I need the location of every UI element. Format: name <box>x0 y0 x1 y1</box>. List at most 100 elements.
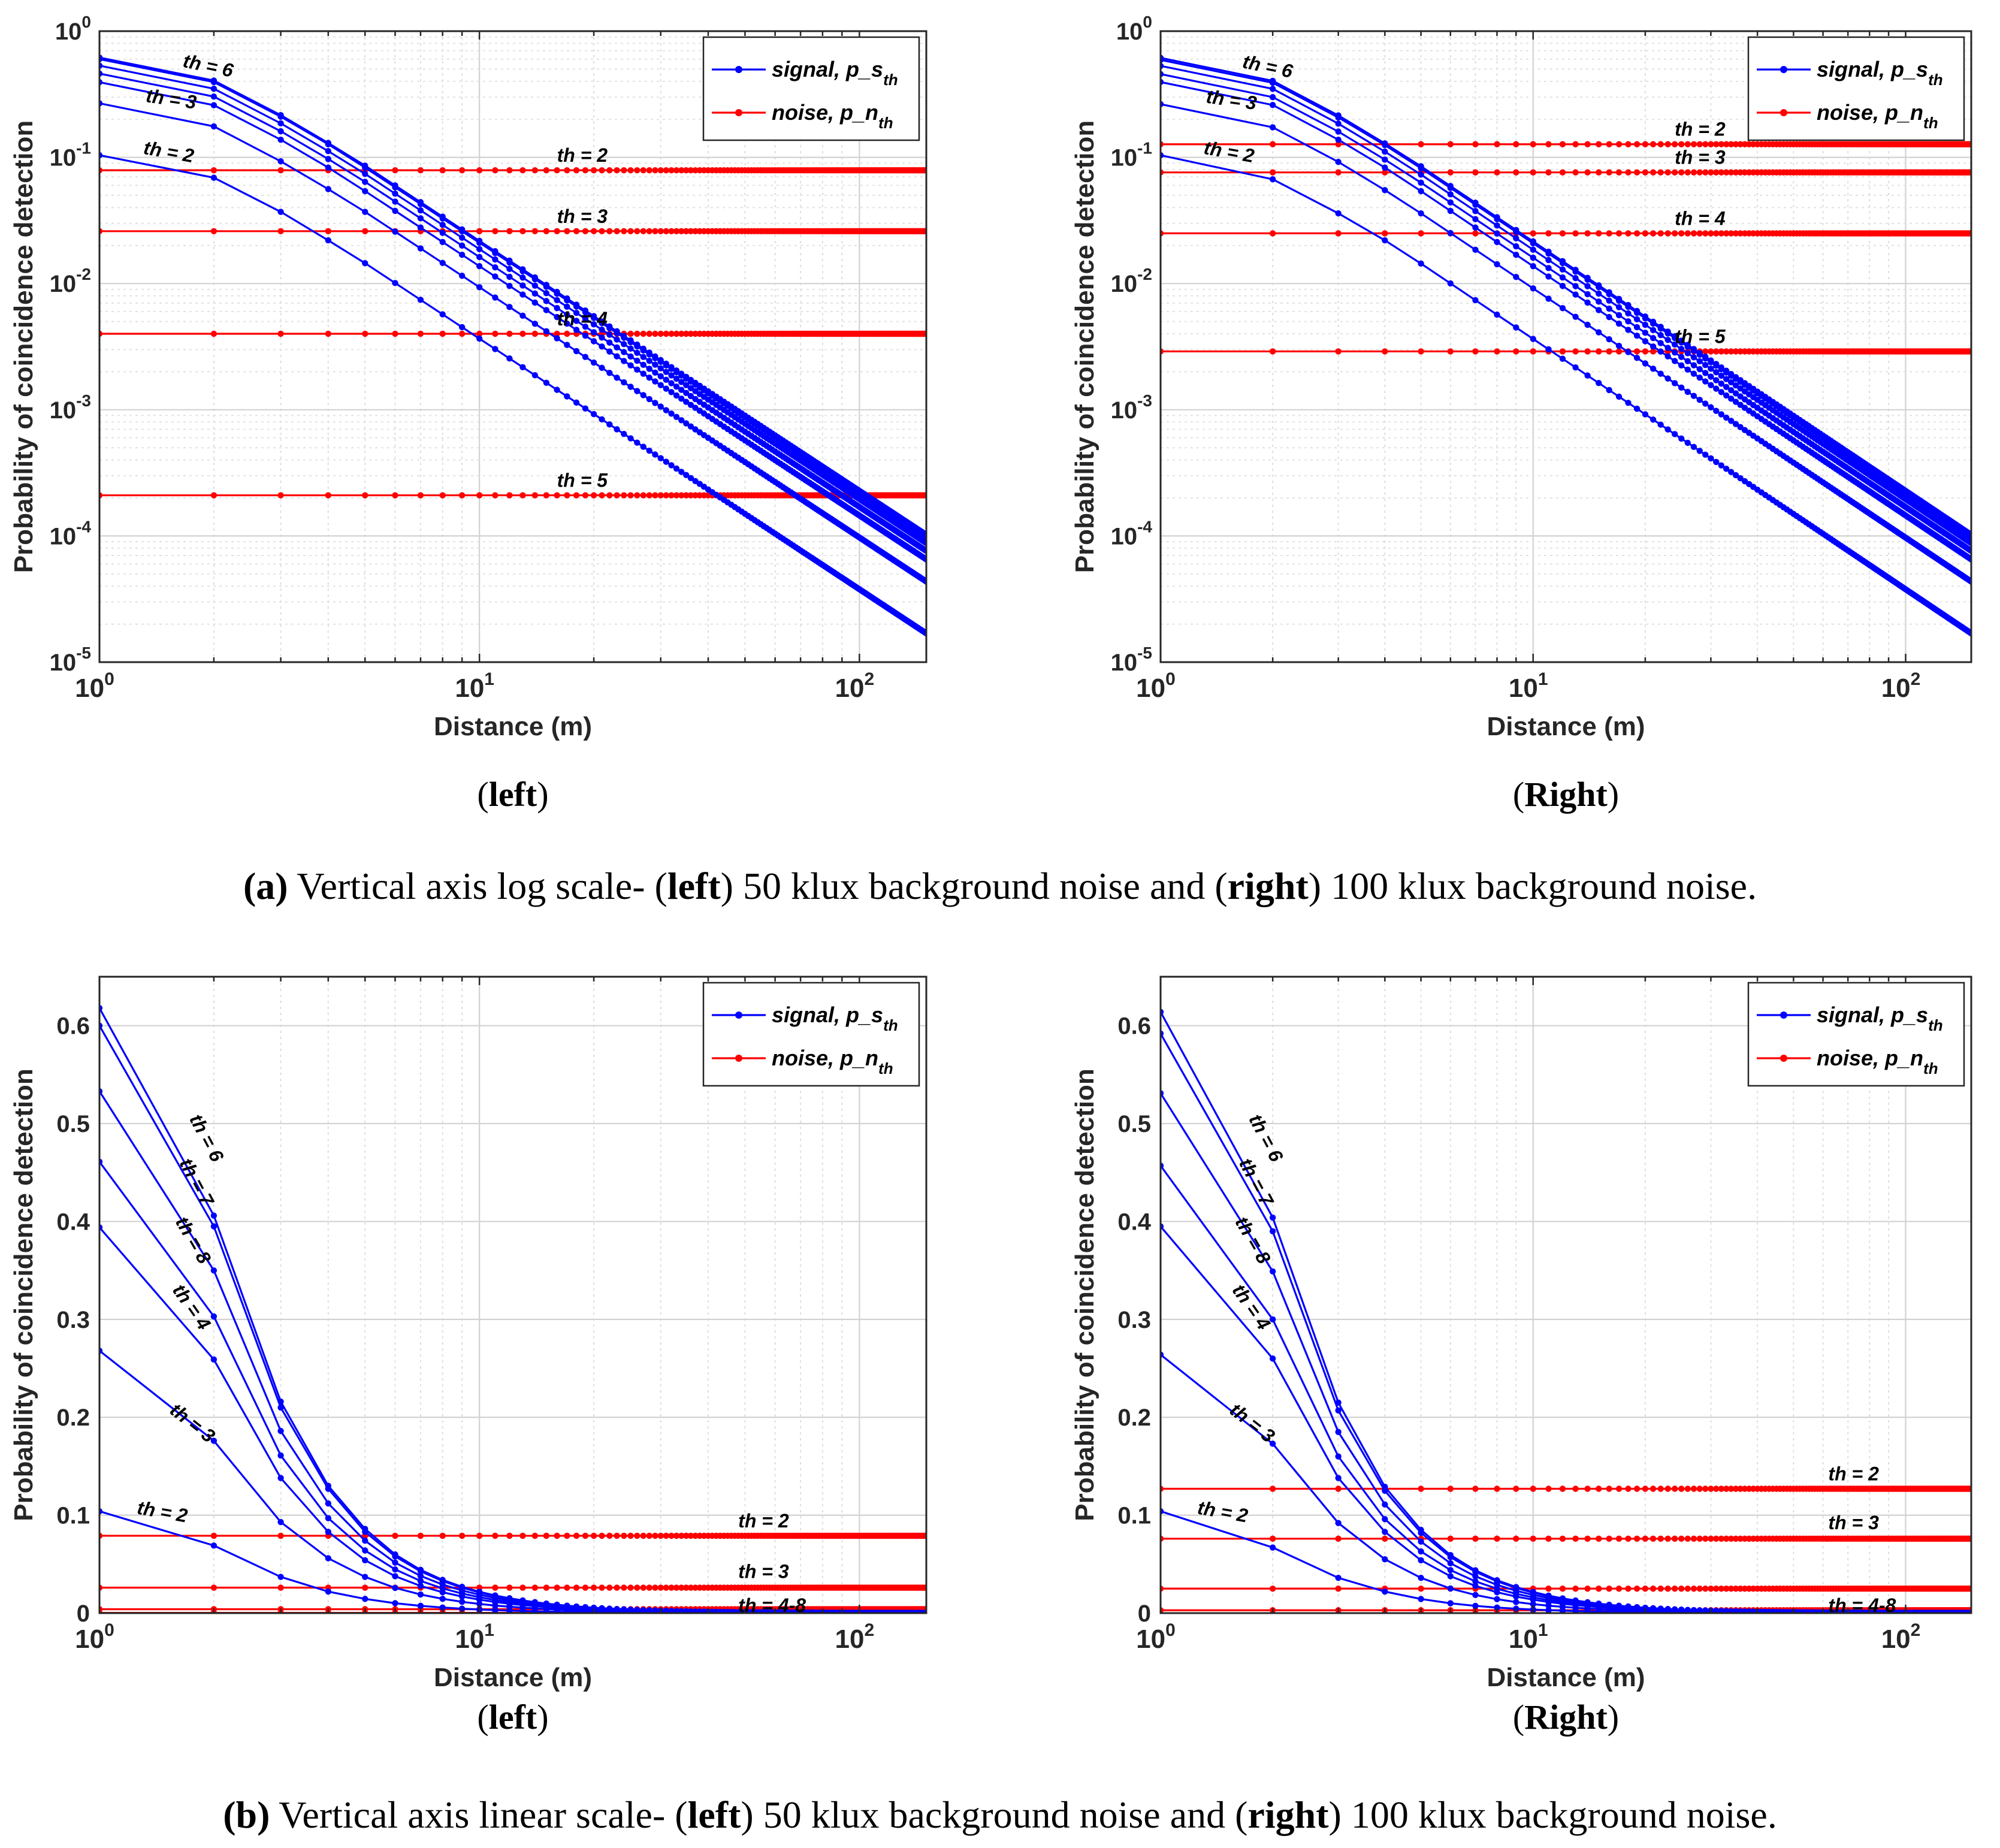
noise-point <box>668 1532 675 1539</box>
noise-point <box>1718 348 1725 355</box>
noise-threshold-label: th = 3 <box>557 206 608 227</box>
signal-point <box>646 395 652 403</box>
noise-series-3 <box>99 228 926 235</box>
noise-point <box>392 492 398 499</box>
signal-point <box>362 162 368 169</box>
noise-point <box>614 228 620 235</box>
noise-point <box>1633 169 1641 176</box>
signal-point <box>519 274 526 281</box>
noise-point <box>599 1584 605 1591</box>
noise-point <box>1696 230 1703 237</box>
signal-point <box>1737 377 1744 384</box>
signal-point <box>1494 238 1500 246</box>
signal-point <box>627 384 634 390</box>
noise-point <box>573 167 580 174</box>
panel-sublabel: (Right) <box>1513 775 1619 814</box>
signal-point <box>614 336 620 343</box>
signal-point <box>417 1578 424 1584</box>
signal-point <box>417 1591 424 1598</box>
noise-point <box>554 492 560 499</box>
signal-point <box>439 238 446 246</box>
signal-point <box>692 395 699 403</box>
signal-point <box>1708 404 1714 410</box>
signal-point <box>1633 332 1641 339</box>
noise-point <box>1664 230 1671 237</box>
signal-point <box>543 289 550 297</box>
noise-point <box>531 330 539 337</box>
signal-point <box>1702 354 1709 360</box>
signal-point <box>640 354 646 360</box>
noise-point <box>564 330 570 337</box>
noise-threshold-label: th = 5 <box>557 470 609 491</box>
noise-point <box>627 1532 634 1539</box>
noise-point <box>657 492 664 499</box>
noise-point <box>646 1584 652 1591</box>
noise-point <box>543 167 550 174</box>
signal-point <box>614 344 620 351</box>
signal-point <box>614 328 620 335</box>
signal-point <box>1584 291 1591 298</box>
signal-point <box>1269 93 1276 101</box>
noise-point <box>621 167 627 174</box>
noise-point <box>673 228 680 235</box>
signal-point <box>1572 364 1579 371</box>
signal-point <box>492 346 499 352</box>
noise-point <box>673 492 680 499</box>
noise-point <box>627 228 634 235</box>
signal-point <box>554 304 560 312</box>
signal-point <box>1418 171 1424 178</box>
signal-point <box>362 260 368 267</box>
signal-point <box>439 1596 446 1602</box>
signal-point <box>1382 237 1388 244</box>
signal-point <box>682 373 690 381</box>
y-axis-label: Probability of coincidence detection <box>1070 120 1099 573</box>
signal-point <box>1559 282 1566 289</box>
signal-point <box>1718 462 1725 469</box>
signal-point <box>1713 361 1720 367</box>
signal-point <box>1737 393 1744 400</box>
signal-point <box>590 410 597 418</box>
noise-point <box>1335 169 1342 176</box>
signal-point <box>325 156 332 162</box>
noise-point <box>692 492 699 499</box>
signal-point <box>1596 290 1602 297</box>
signal-point <box>1737 401 1744 408</box>
signal-series <box>99 152 926 637</box>
noise-point <box>1472 169 1479 176</box>
noise-point <box>362 492 368 499</box>
signal-point <box>657 357 664 364</box>
noise-point <box>682 167 690 174</box>
signal-point <box>1649 416 1657 423</box>
noise-point <box>564 228 570 235</box>
signal-point <box>492 273 499 280</box>
signal-point <box>1684 439 1691 446</box>
signal-point <box>1513 251 1519 258</box>
signal-point <box>1708 373 1714 380</box>
noise-point <box>668 167 675 174</box>
noise-point <box>1269 348 1276 355</box>
signal-point <box>362 1596 368 1602</box>
signal-point <box>692 379 699 386</box>
noise-point <box>277 167 284 174</box>
signal-point <box>1335 136 1342 143</box>
signal-point <box>692 426 699 433</box>
y-axis-label: Probability of coincidence detection <box>9 120 38 573</box>
signal-point <box>1447 183 1454 189</box>
y-tick-label: 10-2 <box>50 265 91 297</box>
noise-point <box>1633 141 1641 147</box>
signal-point <box>492 264 499 271</box>
noise-point <box>543 228 550 235</box>
signal-point <box>1269 77 1276 84</box>
signal-point <box>640 370 646 377</box>
signal-point <box>573 327 580 333</box>
signal-point <box>663 385 669 392</box>
noise-point <box>1723 141 1730 147</box>
noise-point <box>1633 230 1641 237</box>
noise-point <box>634 492 641 499</box>
noise-point <box>210 1584 217 1591</box>
signal-point <box>531 274 539 281</box>
noise-point <box>1545 169 1552 176</box>
signal-point <box>678 395 685 402</box>
noise-point <box>1684 141 1691 147</box>
